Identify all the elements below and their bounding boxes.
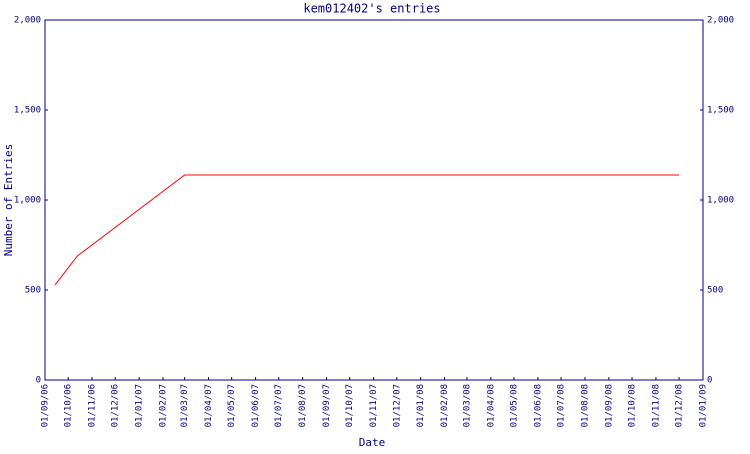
y2-tick-label: 0 (707, 376, 712, 386)
x-tick-label: 01/09/06 (41, 384, 51, 427)
y2-tick-label: 1,000 (707, 196, 734, 206)
plot-frame (44, 19, 704, 381)
x-tick-label: 01/01/07 (135, 384, 145, 427)
x-tick-label: 01/08/08 (580, 384, 590, 427)
x-tick-label: 01/12/06 (111, 384, 121, 427)
y2-tick-label: 2,000 (707, 16, 734, 26)
x-tick-label: 01/05/08 (510, 384, 520, 427)
y-tick-label: 2,000 (14, 16, 41, 26)
x-tick-label: 01/02/07 (159, 384, 169, 427)
y-tick-label: 1,000 (14, 196, 41, 206)
x-tick-label: 01/01/08 (416, 384, 426, 427)
y-tick-label: 1,500 (14, 106, 41, 116)
x-tick-label: 01/02/08 (440, 384, 450, 427)
x-tick-label: 01/12/07 (392, 384, 402, 427)
y-tick-label: 0 (36, 376, 41, 386)
x-tick-label: 01/04/08 (486, 384, 496, 427)
x-tick-label: 01/03/07 (180, 384, 190, 427)
x-tick-label: 01/05/07 (227, 384, 237, 427)
x-tick-label: 01/01/09 (699, 384, 709, 427)
y-axis-title: Number of Entries (2, 144, 15, 257)
x-tick-label: 01/06/07 (251, 384, 261, 427)
x-tick-label: 01/06/08 (533, 384, 543, 427)
x-tick-label: 01/09/08 (604, 384, 614, 427)
x-tick-label: 01/09/07 (322, 384, 332, 427)
x-tick-label: 01/08/07 (298, 384, 308, 427)
x-tick-label: 01/12/08 (675, 384, 685, 427)
x-tick-label: 01/10/08 (628, 384, 638, 427)
y-tick-label: 500 (25, 286, 41, 296)
x-tick-label: 01/10/07 (345, 384, 355, 427)
x-tick-label: 01/07/07 (274, 384, 284, 427)
x-tick-label: 01/10/06 (64, 384, 74, 427)
y2-tick-label: 1,500 (707, 106, 734, 116)
x-tick-label: 01/03/08 (462, 384, 472, 427)
data-line (54, 174, 680, 286)
x-tick-label: 01/07/08 (557, 384, 567, 427)
x-tick-label: 01/04/07 (204, 384, 214, 427)
x-tick-label: 01/11/07 (369, 384, 379, 427)
chart-title: kem012402's entries (303, 2, 440, 16)
y2-tick-label: 500 (707, 286, 723, 296)
x-tick-label: 01/11/06 (88, 384, 98, 427)
x-tick-label: 01/11/08 (651, 384, 661, 427)
x-axis-title: Date (359, 436, 386, 449)
